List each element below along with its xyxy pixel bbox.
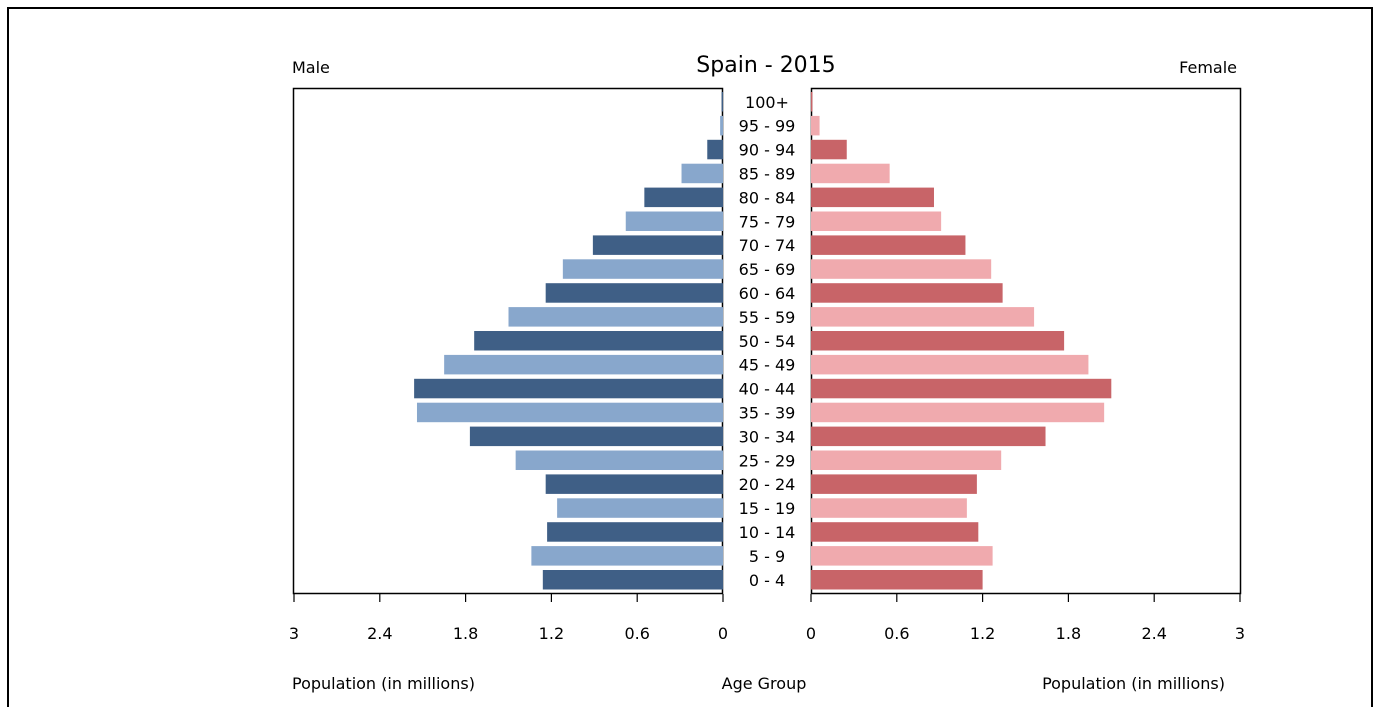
age-group-label: 25 - 29 [739,451,796,470]
female-bar [811,498,967,518]
age-group-label: 0 - 4 [749,571,785,590]
female-bar [811,92,813,112]
female-x-axis: 0 0.6 1.2 1.8 2.4 3 [806,594,1245,643]
female-bar [811,115,820,136]
female-bar [811,354,1089,375]
male-bar [681,163,723,184]
male-bar [592,235,723,255]
age-group-label: 100+ [745,93,789,112]
female-bar [811,139,847,160]
male-axis-tick-label: 1.2 [539,624,564,643]
female-x-axis-label: Population (in millions) [1042,674,1225,693]
male-bar [474,331,723,351]
female-bar [811,402,1105,423]
female-bar [811,522,979,542]
male-bar [515,450,723,470]
age-group-label: 50 - 54 [739,332,796,351]
age-group-label: 10 - 14 [739,523,796,542]
female-bar [811,163,890,184]
male-bar [531,546,723,566]
male-axis-tick-label: 0.6 [624,624,649,643]
female-axis-tick-label: 1.2 [970,624,995,643]
age-group-label: 95 - 99 [739,117,796,136]
female-bar [811,187,934,208]
age-group-label: 60 - 64 [739,284,796,303]
female-bar [811,378,1112,399]
female-axis-tick-label: 0 [806,624,816,643]
female-bars [811,92,1112,590]
age-group-label: 35 - 39 [739,403,796,422]
male-bar [469,426,723,447]
age-group-label: 70 - 74 [739,236,796,255]
female-bar [811,474,977,494]
age-group-labels: 100+ 95 - 99 90 - 94 85 - 89 80 - 84 75 - 79 7… [739,93,796,590]
female-bar [811,283,1003,303]
male-bar [721,92,723,112]
male-bar [545,283,723,303]
age-group-label: 30 - 34 [739,427,796,446]
female-axis-tick-label: 2.4 [1141,624,1166,643]
figure-frame [7,7,1373,707]
male-axis-tick-label: 3 [289,624,299,643]
female-bar [811,426,1046,447]
male-x-axis: 0 0.6 1.2 1.8 2.4 3 [289,594,728,643]
age-group-label: 80 - 84 [739,188,796,207]
male-label: Male [292,58,330,77]
age-group-label: 20 - 24 [739,475,796,494]
male-bars [414,92,723,590]
female-bar [811,546,993,566]
female-bar [811,307,1035,327]
female-bar [811,570,983,590]
male-axis-tick-label: 1.8 [453,624,478,643]
male-bar [557,498,723,518]
male-bar [414,378,723,399]
male-bar [625,211,723,231]
male-bar [547,522,723,542]
female-label: Female [1179,58,1237,77]
age-group-label: 45 - 49 [739,356,796,375]
age-group-label: 85 - 89 [739,164,796,183]
female-axis-tick-label: 1.8 [1056,624,1081,643]
male-bar [720,115,723,136]
male-bar [416,402,723,423]
age-group-label: 15 - 19 [739,499,796,518]
age-group-label: 65 - 69 [739,260,796,279]
male-bar [707,139,723,160]
female-bar [811,450,1002,470]
female-bar [811,211,942,231]
male-bar [562,259,723,279]
male-axis-tick-label: 2.4 [367,624,392,643]
age-group-label: 90 - 94 [739,141,796,160]
male-bar [444,354,723,375]
chart-title: Spain - 2015 [696,53,835,78]
age-group-label: 75 - 79 [739,212,796,231]
age-group-axis-label: Age Group [722,674,807,693]
female-axis-tick-label: 3 [1235,624,1245,643]
female-bar [811,235,966,255]
male-bar [545,474,723,494]
male-bar [542,570,723,590]
male-axis-tick-label: 0 [718,624,728,643]
female-bar [811,331,1065,351]
female-bar [811,259,992,279]
male-bar [508,307,723,327]
age-group-label: 5 - 9 [749,547,785,566]
age-group-label: 40 - 44 [739,380,796,399]
male-bar [644,187,723,208]
age-group-label: 55 - 59 [739,308,796,327]
male-x-axis-label: Population (in millions) [292,674,475,693]
female-axis-tick-label: 0.6 [884,624,909,643]
